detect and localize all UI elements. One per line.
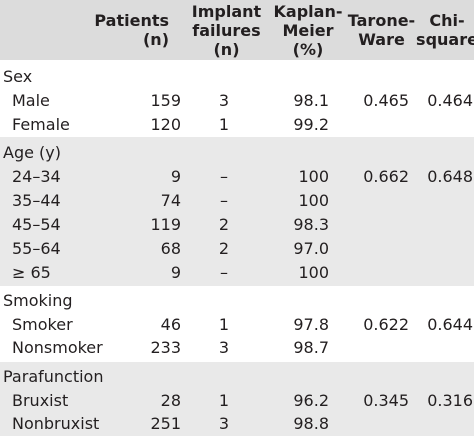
patients-value: 119 bbox=[150, 215, 181, 234]
failures-value: – bbox=[220, 167, 228, 186]
patients-value: 74 bbox=[160, 191, 181, 210]
km-value: 98.1 bbox=[293, 91, 329, 110]
km-value: 98.3 bbox=[293, 215, 329, 234]
km-value: 97.0 bbox=[293, 239, 329, 258]
patients-value: 159 bbox=[150, 91, 181, 110]
divider bbox=[0, 135, 474, 137]
patients-value: 28 bbox=[160, 391, 181, 410]
failures-value: 1 bbox=[218, 315, 230, 334]
group-label: Age (y) bbox=[3, 143, 61, 162]
patients-value: 68 bbox=[160, 239, 181, 258]
patients-value: 120 bbox=[150, 115, 181, 134]
row-label: 45–54 bbox=[12, 215, 61, 234]
patients-value: 233 bbox=[150, 338, 181, 357]
group-age: Age (y) 24–34 9 – 100 0.662 0.648 35–44 … bbox=[0, 137, 474, 286]
km-value: 99.2 bbox=[293, 115, 329, 134]
group-parafunction: Parafunction Bruxist 28 1 96.2 0.345 0.3… bbox=[0, 362, 474, 436]
header-kaplan-meier: Kaplan- Meier (%) bbox=[273, 1, 343, 59]
row-label: 35–44 bbox=[12, 191, 61, 210]
group-label: Parafunction bbox=[3, 367, 104, 386]
row-label: Female bbox=[12, 115, 70, 134]
chi-square-value: 0.316 bbox=[427, 391, 473, 410]
chi-square-value: 0.464 bbox=[427, 91, 473, 110]
group-smoking: Smoking Smoker 46 1 97.8 0.622 0.644 Non… bbox=[0, 288, 474, 360]
patients-value: 251 bbox=[150, 414, 181, 433]
group-sex: Sex Male 159 3 98.1 0.465 0.464 Female 1… bbox=[0, 60, 474, 135]
row-label: 24–34 bbox=[12, 167, 61, 186]
patients-value: 9 bbox=[170, 263, 181, 282]
row-label: ≥ 65 bbox=[12, 263, 51, 282]
km-value: 100 bbox=[298, 191, 329, 210]
group-label: Sex bbox=[3, 67, 33, 86]
row-label: Nonsmoker bbox=[12, 338, 103, 357]
failures-value: – bbox=[220, 191, 228, 210]
failures-value: 2 bbox=[218, 239, 230, 258]
header-chi-square: Chi- square bbox=[416, 11, 474, 49]
header-tarone-ware: Tarone- Ware bbox=[347, 11, 416, 49]
km-value: 100 bbox=[298, 167, 329, 186]
tarone-ware-value: 0.345 bbox=[363, 391, 409, 410]
header-implant-failures: Implant failures (n) bbox=[191, 1, 262, 59]
tarone-ware-value: 0.622 bbox=[363, 315, 409, 334]
header-patients: Patients (n) bbox=[94, 11, 169, 49]
failures-value: 1 bbox=[218, 391, 230, 410]
tarone-ware-value: 0.465 bbox=[363, 91, 409, 110]
failures-value: 3 bbox=[218, 91, 230, 110]
row-label: Nonbruxist bbox=[12, 414, 100, 433]
row-label: Smoker bbox=[12, 315, 73, 334]
divider bbox=[0, 360, 474, 362]
chi-square-value: 0.648 bbox=[427, 167, 473, 186]
table-header-row: Patients (n) Implant failures (n) Kaplan… bbox=[0, 0, 474, 60]
failures-value: 3 bbox=[218, 338, 230, 357]
failures-value: – bbox=[220, 263, 228, 282]
row-label: Bruxist bbox=[12, 391, 69, 410]
patients-value: 46 bbox=[160, 315, 181, 334]
km-value: 98.7 bbox=[293, 338, 329, 357]
group-label: Smoking bbox=[3, 291, 73, 310]
failures-value: 2 bbox=[218, 215, 230, 234]
row-label: 55–64 bbox=[12, 239, 61, 258]
km-value: 98.8 bbox=[293, 414, 329, 433]
row-label: Male bbox=[12, 91, 50, 110]
failures-value: 1 bbox=[218, 115, 230, 134]
tarone-ware-value: 0.662 bbox=[363, 167, 409, 186]
patients-value: 9 bbox=[170, 167, 181, 186]
km-value: 100 bbox=[298, 263, 329, 282]
failures-value: 3 bbox=[218, 414, 230, 433]
km-value: 96.2 bbox=[293, 391, 329, 410]
divider bbox=[0, 286, 474, 288]
chi-square-value: 0.644 bbox=[427, 315, 473, 334]
km-value: 97.8 bbox=[293, 315, 329, 334]
